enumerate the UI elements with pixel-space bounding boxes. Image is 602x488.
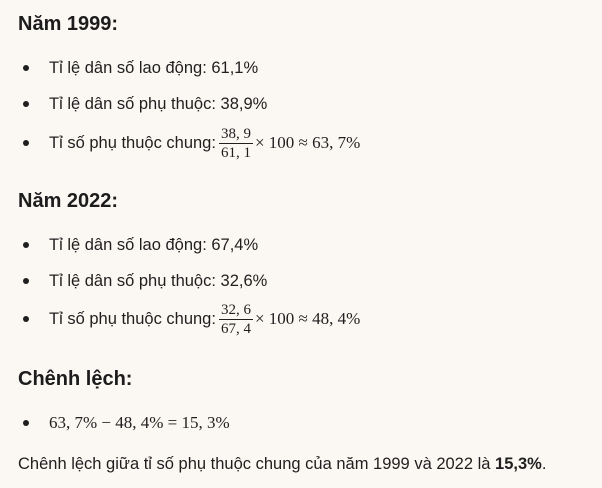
list-item-difference: 63, 7% − 48, 4% = 15, 3% [18,410,230,436]
heading-1999: Năm 1999: [18,13,119,35]
item-text: Tỉ lệ dân số phụ thuộc: 38,9% [49,94,268,113]
list-item-1999-dependent: Tỉ lệ dân số phụ thuộc: 38,9% [18,91,267,117]
formula-tail: × 100 ≈ 63, 7% [254,133,361,152]
list-item-1999-labor: Tỉ lệ dân số lao động: 61,1% [18,55,258,81]
fraction: 38, 9 61, 1 [218,125,253,161]
conclusion-text: Chênh lệch giữa tỉ số phụ thuộc chung củ… [18,455,496,473]
list-item-2022-ratio: Tỉ số phụ thuộc chung: 32, 6 67, 4 × 100… [18,301,361,337]
fraction-denominator: 67, 4 [220,320,251,337]
item-label: Tỉ số phụ thuộc chung: [49,309,216,328]
heading-difference: Chênh lệch: [18,368,133,390]
bullet-icon [23,316,29,322]
conclusion-sentence: Chênh lệch giữa tỉ số phụ thuộc chung củ… [18,455,546,474]
bullet-icon [23,420,29,426]
bullet-icon [23,278,29,284]
bullet-icon [23,242,29,248]
heading-2022: Năm 2022: [18,190,119,212]
list-item-1999-ratio: Tỉ số phụ thuộc chung: 38, 9 61, 1 × 100… [18,125,361,161]
list-item-2022-labor: Tỉ lệ dân số lao động: 67,4% [18,232,258,258]
item-label: Tỉ số phụ thuộc chung: [49,133,216,152]
bullet-icon [23,140,29,146]
bullet-icon [23,101,29,107]
fraction-numerator: 38, 9 [218,125,253,144]
conclusion-end: . [541,455,547,473]
item-text: Tỉ lệ dân số lao động: 67,4% [49,235,259,254]
bullet-icon [23,65,29,71]
item-text: Tỉ lệ dân số lao động: 61,1% [49,58,259,77]
conclusion-value: 15,3% [495,455,542,473]
fraction-denominator: 61, 1 [220,144,251,161]
fraction: 32, 6 67, 4 [218,301,253,337]
difference-formula: 63, 7% − 48, 4% = 15, 3% [49,413,230,432]
list-item-2022-dependent: Tỉ lệ dân số phụ thuộc: 32,6% [18,268,267,294]
formula-tail: × 100 ≈ 48, 4% [254,309,361,328]
fraction-numerator: 32, 6 [218,301,253,320]
item-text: Tỉ lệ dân số phụ thuộc: 32,6% [49,271,268,290]
